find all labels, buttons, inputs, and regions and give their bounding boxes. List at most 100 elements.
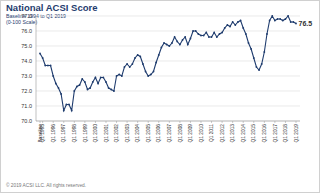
x-tick-label: Q1 2003 (125, 124, 130, 143)
y-tick-label: 76.0 (21, 28, 32, 34)
x-tick-label: Q1 2011 (209, 124, 214, 142)
x-tick (190, 121, 191, 123)
point (134, 57, 136, 59)
frame (1, 1, 320, 193)
point (274, 20, 276, 22)
grid-line (36, 91, 300, 92)
point (226, 24, 228, 26)
x-tick-label: Q1 2005 (146, 124, 151, 143)
y-tick-label: 75.0 (21, 43, 32, 49)
point (68, 104, 70, 106)
point (234, 24, 236, 26)
series-line (40, 16, 296, 111)
x-tick (222, 121, 223, 123)
x-tick (179, 121, 180, 123)
point (116, 75, 118, 77)
point (145, 71, 147, 73)
x-axis (36, 121, 300, 122)
y-tick-label: 74.0 (21, 58, 32, 64)
point (269, 20, 271, 22)
x-tick-label: Q1 2015 (251, 124, 256, 143)
x-tick-label: Q1 1996 (51, 124, 56, 143)
point (110, 89, 112, 91)
x-tick-label: Q1 2012 (220, 124, 225, 143)
point (100, 77, 102, 79)
x-tick-label: Q1 2019 (294, 124, 299, 143)
point (139, 56, 141, 58)
x-tick-label: Q1 1998 (72, 124, 77, 143)
point (182, 39, 184, 41)
y-tick-label: 77.0 (21, 13, 32, 19)
end-label: 76.5 (299, 20, 313, 27)
point (105, 81, 107, 83)
grid-line (36, 61, 300, 62)
x-tick (274, 121, 275, 123)
point (95, 77, 97, 79)
chart-svg: National ACSI ScoreBaseline 1994 to Q1 2… (0, 0, 320, 193)
point (126, 63, 128, 65)
title: National ACSI Score (6, 2, 98, 13)
point (92, 81, 94, 83)
x-tick-label: Q1 2008 (178, 124, 183, 143)
x-tick-label: Q1 2016 (262, 124, 267, 143)
point (171, 42, 173, 44)
point (190, 38, 192, 40)
x-tick (116, 121, 117, 123)
point (179, 44, 181, 46)
x-tick (137, 121, 138, 123)
y-axis (36, 16, 37, 121)
point (242, 27, 244, 29)
point (261, 63, 263, 65)
point (102, 77, 104, 79)
point (271, 15, 273, 17)
x-tick (200, 121, 201, 123)
point (142, 63, 144, 65)
point (256, 66, 258, 68)
point (97, 83, 99, 85)
point (266, 33, 268, 35)
x-tick (40, 121, 41, 123)
x-tick-label: Q1 2004 (135, 124, 140, 143)
point (295, 23, 297, 25)
point (147, 75, 149, 77)
point (192, 30, 194, 32)
point (176, 41, 178, 43)
point (184, 36, 186, 38)
point (277, 18, 279, 20)
x-tick (84, 121, 85, 123)
footer: © 2019 ACSI LLC. All rights reserved. (6, 182, 86, 188)
x-tick-label: Q1 2018 (283, 124, 288, 143)
point (108, 87, 110, 89)
point (203, 35, 205, 37)
point (263, 51, 265, 53)
x-tick (63, 121, 64, 123)
point (163, 42, 165, 44)
x-tick (74, 121, 75, 123)
point (229, 26, 231, 28)
point (52, 75, 54, 77)
x-tick (211, 121, 212, 123)
point (131, 63, 133, 65)
point (258, 69, 260, 71)
chart-container: National ACSI ScoreBaseline 1994 to Q1 2… (0, 0, 320, 193)
point (58, 87, 60, 89)
point (55, 83, 57, 85)
point (237, 21, 239, 23)
x-tick-label: Q1 2010 (199, 124, 204, 143)
x-tick (42, 121, 43, 123)
x-tick-label: Q1 1997 (61, 124, 66, 143)
point (224, 27, 226, 29)
point (282, 20, 284, 22)
x-tick (296, 121, 297, 123)
grid-line (36, 76, 300, 77)
point (153, 71, 155, 73)
point (47, 65, 49, 67)
x-tick-label: Q1 2000 (93, 124, 98, 143)
point (39, 53, 41, 55)
y-tick-label: 71.0 (21, 103, 32, 109)
y-tick-label: 70.0 (21, 118, 32, 124)
point (113, 90, 115, 92)
x-tick (232, 121, 233, 123)
point (285, 18, 287, 20)
point (150, 74, 152, 76)
